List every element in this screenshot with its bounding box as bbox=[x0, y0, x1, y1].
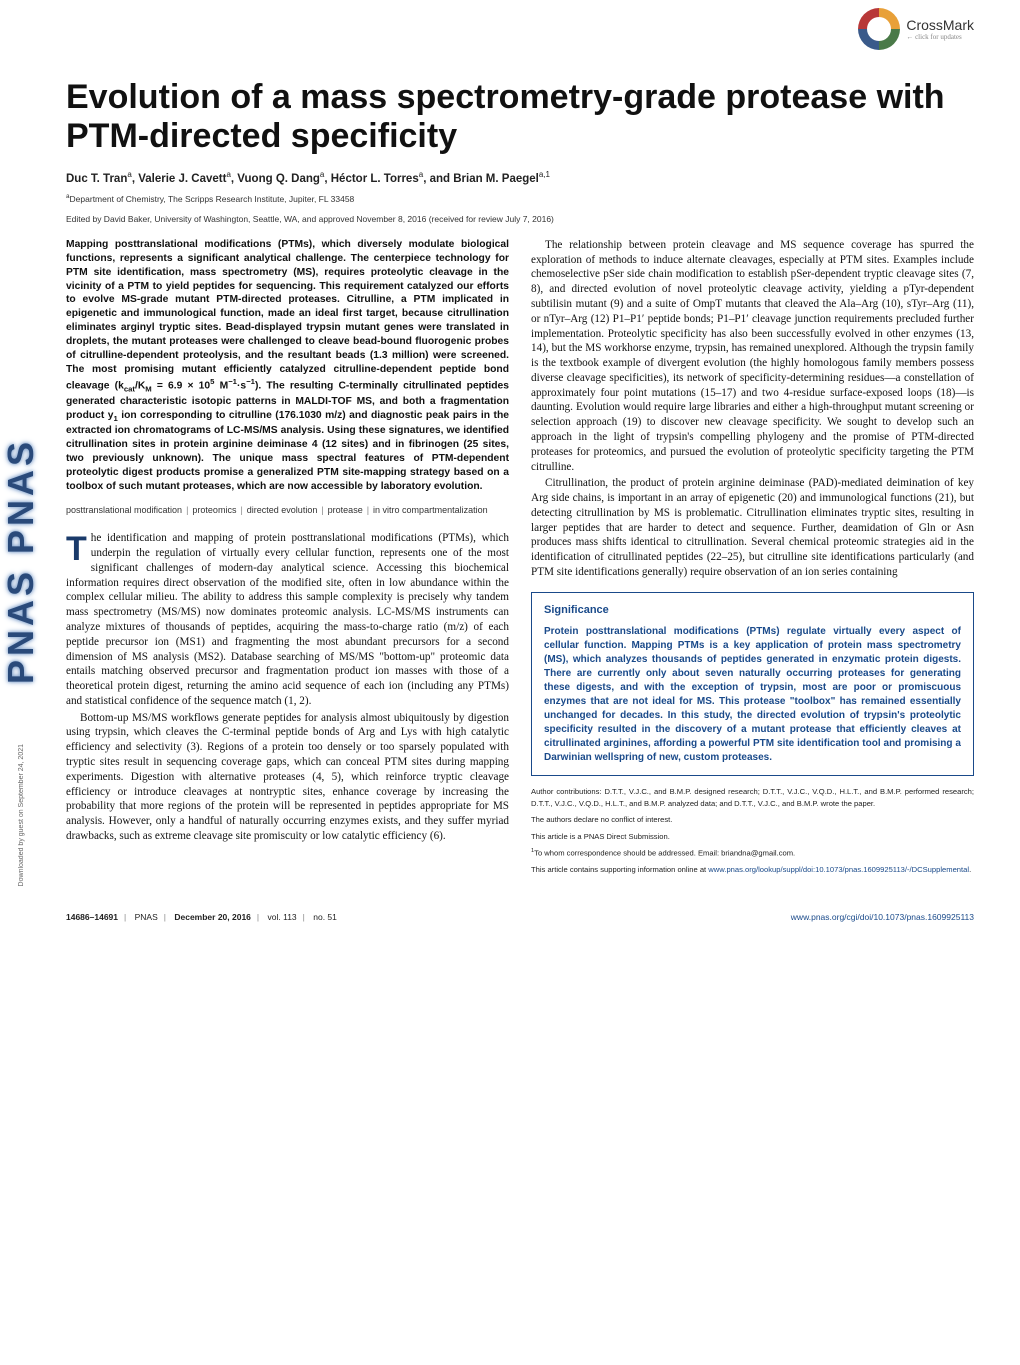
author-list: Duc T. Trana, Valerie J. Cavetta, Vuong … bbox=[66, 170, 974, 185]
affiliation: aDepartment of Chemistry, The Scripps Re… bbox=[66, 193, 974, 204]
footer-left: 14686–14691| PNAS| December 20, 2016| vo… bbox=[66, 912, 337, 922]
body-p-r1: The relationship between protein cleavag… bbox=[531, 238, 974, 475]
download-note: Downloaded by guest on September 24, 202… bbox=[18, 744, 25, 886]
body-p-l2: Bottom-up MS/MS workflows generate pepti… bbox=[66, 711, 509, 844]
conflict-statement: The authors declare no conflict of inter… bbox=[531, 814, 974, 825]
significance-heading: Significance bbox=[544, 603, 961, 618]
crossmark-badge[interactable]: CrossMark ← click for updates bbox=[858, 8, 974, 50]
article-title: Evolution of a mass spectrometry-grade p… bbox=[66, 78, 974, 156]
doi-link[interactable]: www.pnas.org/cgi/doi/10.1073/pnas.160992… bbox=[791, 912, 974, 922]
submission-type: This article is a PNAS Direct Submission… bbox=[531, 831, 974, 842]
significance-box: Significance Protein posttranslational m… bbox=[531, 592, 974, 777]
body-p-l1: The identification and mapping of protei… bbox=[66, 531, 509, 708]
body-p-r2: Citrullination, the product of protein a… bbox=[531, 476, 974, 579]
keywords: posttranslational modification|proteomic… bbox=[66, 505, 509, 517]
crossmark-sub: ← click for updates bbox=[906, 33, 974, 41]
author-contributions: Author contributions: D.T.T., V.J.C., an… bbox=[531, 786, 974, 809]
article-meta: Author contributions: D.T.T., V.J.C., an… bbox=[531, 786, 974, 875]
crossmark-icon bbox=[858, 8, 900, 50]
two-column-body: Mapping posttranslational modifications … bbox=[66, 238, 974, 880]
correspondence: 1To whom correspondence should be addres… bbox=[531, 847, 974, 859]
article-content: CrossMark ← click for updates Evolution … bbox=[42, 0, 1020, 898]
significance-text: Protein posttranslational modifications … bbox=[544, 625, 961, 765]
supplemental-link[interactable]: www.pnas.org/lookup/suppl/doi:10.1073/pn… bbox=[708, 865, 969, 874]
page-footer: 14686–14691| PNAS| December 20, 2016| vo… bbox=[0, 898, 1020, 936]
sidebar-spine: PNAS PNAS Downloaded by guest on Septemb… bbox=[0, 0, 42, 898]
journal-logo-vertical: PNAS PNAS bbox=[0, 438, 42, 684]
abstract: Mapping posttranslational modifications … bbox=[66, 238, 509, 494]
supplemental-info: This article contains supporting informa… bbox=[531, 864, 974, 875]
crossmark-label: CrossMark bbox=[906, 17, 974, 33]
edited-by: Edited by David Baker, University of Was… bbox=[66, 214, 974, 224]
